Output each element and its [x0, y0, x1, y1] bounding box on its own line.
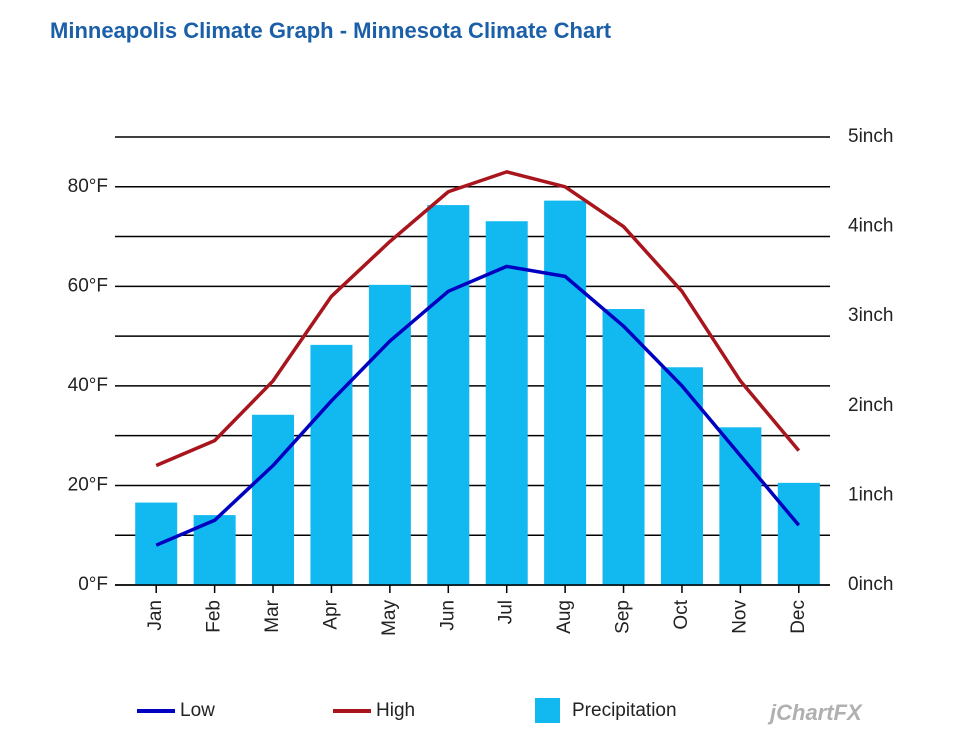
x-tick-label: Jun	[437, 600, 458, 631]
x-tick-label: Nov	[729, 600, 750, 634]
x-tick-label: Sep	[613, 600, 634, 634]
x-tick-label: Jul	[496, 600, 517, 624]
y2-tick-label: 2inch	[848, 395, 893, 416]
y-tick-label: 40°F	[68, 375, 108, 396]
chart-title: Minneapolis Climate Graph - Minnesota Cl…	[50, 18, 612, 43]
bar	[660, 367, 703, 585]
x-tick-label: Apr	[320, 599, 341, 629]
line	[155, 170, 801, 468]
bar	[427, 205, 470, 585]
bar	[777, 482, 820, 585]
x-tick-label: Mar	[262, 599, 283, 632]
legend-swatch	[535, 698, 560, 723]
line	[155, 264, 801, 547]
y2-tick-label: 4inch	[848, 216, 893, 237]
x-tick-label: Dec	[788, 600, 809, 634]
legend-label: High	[376, 700, 415, 721]
y-tick-label: 60°F	[68, 275, 108, 296]
bar	[719, 427, 762, 585]
y-tick-label: 0°F	[78, 574, 108, 595]
bar	[252, 414, 295, 585]
y2-tick-label: 1inch	[848, 484, 893, 505]
y2-tick-label: 5inch	[848, 126, 893, 147]
x-tick-label: Aug	[554, 600, 575, 634]
watermark: jChartFX	[767, 700, 863, 725]
x-tick-label: Jan	[145, 600, 166, 631]
y-tick-label: 20°F	[68, 474, 108, 495]
bar	[602, 309, 645, 585]
legend-label: Low	[180, 700, 215, 721]
y2-tick-label: 3inch	[848, 305, 893, 326]
y-tick-label: 80°F	[68, 176, 108, 197]
bar	[368, 284, 411, 585]
x-tick-label: Feb	[204, 600, 225, 633]
bar	[310, 344, 353, 585]
legend-label: Precipitation	[572, 700, 677, 721]
bar	[544, 200, 587, 585]
x-tick-label: Oct	[671, 599, 692, 629]
y2-tick-label: 0inch	[848, 574, 893, 595]
bar	[485, 221, 528, 585]
x-tick-label: May	[379, 600, 400, 636]
